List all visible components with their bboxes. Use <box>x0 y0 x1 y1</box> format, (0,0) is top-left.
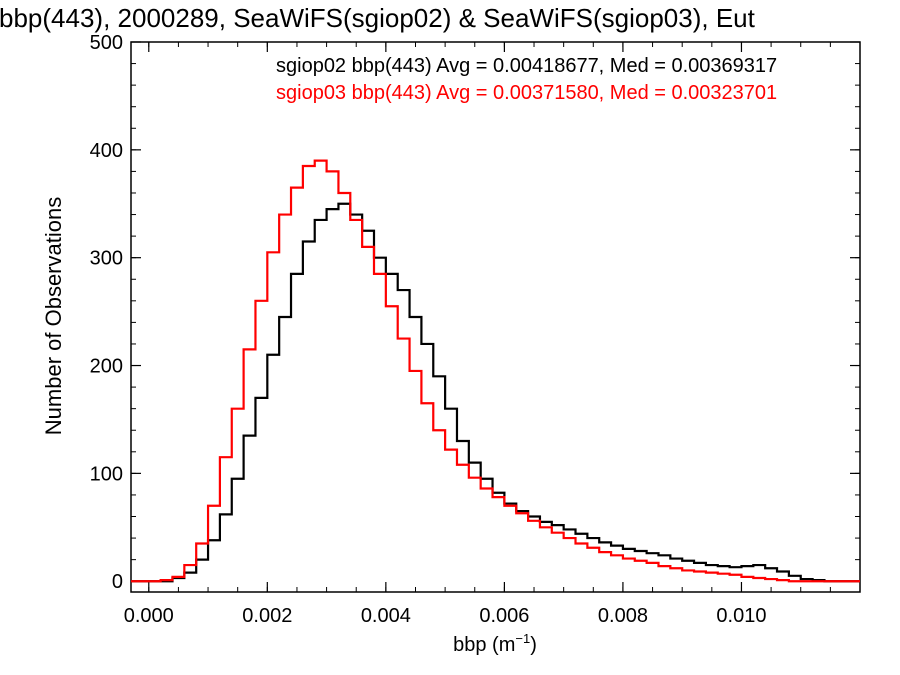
plot-border <box>130 41 861 593</box>
x-tick-label: 0.002 <box>242 605 292 627</box>
legend-entry-sgiop02: sgiop02 bbp(443) Avg = 0.00418677, Med =… <box>276 55 777 77</box>
y-tick-label: 300 <box>90 248 123 270</box>
x-tick-label: 0.008 <box>598 605 648 627</box>
x-tick-label: 0.000 <box>124 605 174 627</box>
x-tick-label: 0.006 <box>479 605 529 627</box>
legend-entry-sgiop03: sgiop03 bbp(443) Avg = 0.00371580, Med =… <box>276 82 777 104</box>
series-sgiop03-histogram <box>131 159 860 583</box>
y-axis: 0 100 200 300 400 500 <box>90 32 860 593</box>
y-tick-label: 400 <box>90 140 123 162</box>
x-axis: 0.000 0.002 0.004 0.006 0.008 0.010 <box>124 42 861 627</box>
y-tick-label: 200 <box>90 356 123 378</box>
y-tick-label: 0 <box>112 571 123 593</box>
y-axis-label: Number of Observations <box>41 197 66 435</box>
x-axis-label-main: bbp (m <box>453 634 515 656</box>
x-axis-label-sup: −1 <box>515 631 530 646</box>
y-tick-label: 100 <box>90 463 123 485</box>
x-axis-label-close: ) <box>530 634 537 656</box>
x-axis-label: bbp (m−1) <box>453 631 537 656</box>
series-layer <box>131 159 860 583</box>
plot-frame <box>130 41 861 593</box>
x-tick-label: 0.010 <box>716 605 766 627</box>
series-sgiop02-histogram <box>131 202 860 583</box>
x-tick-label: 0.004 <box>361 605 411 627</box>
chart-title: bbp(443), 2000289, SeaWiFS(sgiop02) & Se… <box>0 3 756 33</box>
y-tick-label: 500 <box>90 32 123 54</box>
